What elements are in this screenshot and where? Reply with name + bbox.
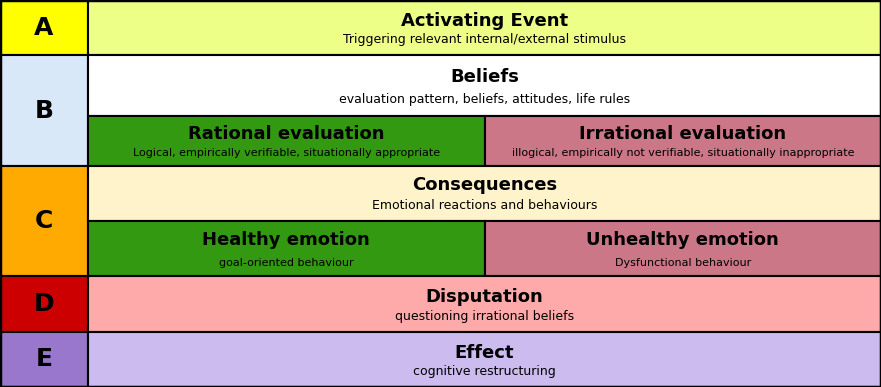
Bar	[0, 276, 88, 332]
Text: questioning irrational beliefs: questioning irrational beliefs	[395, 310, 574, 323]
Text: E: E	[35, 348, 53, 372]
Text: Rational evaluation: Rational evaluation	[188, 125, 385, 142]
Bar	[88, 221, 485, 276]
Bar	[0, 166, 88, 276]
Bar	[88, 116, 485, 166]
Bar	[88, 0, 881, 55]
Text: Irrational evaluation: Irrational evaluation	[579, 125, 787, 142]
Bar	[88, 276, 881, 332]
Bar	[0, 0, 88, 55]
Bar	[0, 55, 88, 166]
Text: C: C	[35, 209, 53, 233]
Text: cognitive restructuring: cognitive restructuring	[413, 365, 556, 378]
Text: evaluation pattern, beliefs, attitudes, life rules: evaluation pattern, beliefs, attitudes, …	[339, 92, 630, 106]
Text: A: A	[34, 15, 54, 39]
Bar	[485, 116, 881, 166]
Text: Emotional reactions and behaviours: Emotional reactions and behaviours	[372, 199, 597, 212]
Text: B: B	[34, 99, 54, 123]
Text: Unhealthy emotion: Unhealthy emotion	[587, 231, 779, 250]
Text: Healthy emotion: Healthy emotion	[203, 231, 370, 250]
Text: Triggering relevant internal/external stimulus: Triggering relevant internal/external st…	[343, 33, 626, 46]
Text: Logical, empirically verifiable, situationally appropriate: Logical, empirically verifiable, situati…	[133, 149, 440, 158]
Text: Beliefs: Beliefs	[450, 68, 519, 86]
Text: D: D	[33, 292, 55, 316]
Text: Activating Event: Activating Event	[401, 12, 568, 30]
Text: Effect: Effect	[455, 344, 515, 362]
Bar	[485, 221, 881, 276]
Text: illogical, empirically not verifiable, situationally inappropriate: illogical, empirically not verifiable, s…	[512, 149, 854, 158]
Text: Dysfunctional behaviour: Dysfunctional behaviour	[615, 258, 751, 267]
Text: goal-oriented behaviour: goal-oriented behaviour	[219, 258, 353, 267]
Text: Consequences: Consequences	[412, 176, 557, 194]
Text: Disputation: Disputation	[426, 288, 544, 307]
Bar	[0, 332, 88, 387]
Bar	[88, 166, 881, 221]
Bar	[88, 332, 881, 387]
Bar	[88, 55, 881, 116]
